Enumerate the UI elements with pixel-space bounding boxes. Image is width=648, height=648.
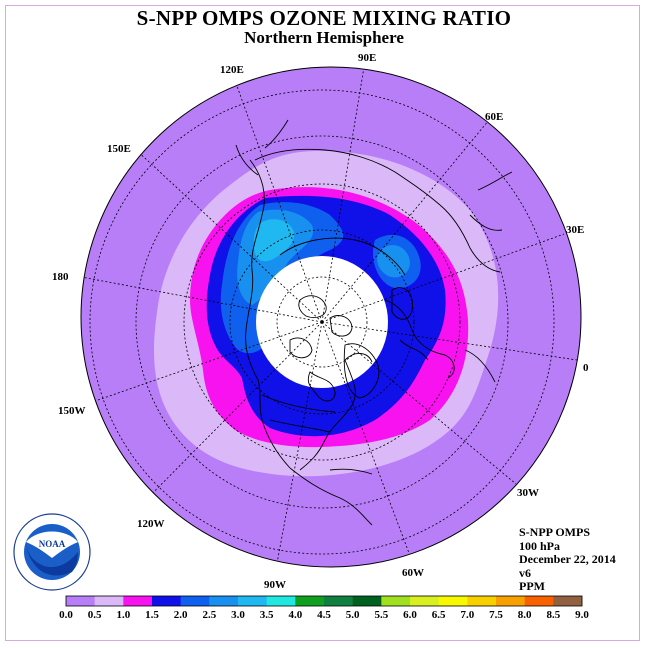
lon-label-150e: 150E [107, 143, 131, 155]
info-date: December 22, 2014 [519, 552, 616, 566]
lon-label-60w: 60W [402, 567, 424, 579]
colorbar-bin [553, 596, 583, 606]
colorbar-bin [467, 596, 497, 606]
longitude-grid [81, 67, 578, 567]
colorbar-bin [496, 596, 525, 606]
colorbar-tick-label: 3.5 [260, 609, 274, 621]
lon-label-30e: 30E [566, 224, 584, 236]
info-version: v6 [519, 565, 531, 580]
noaa-logo: NOAA [13, 513, 91, 591]
lon-label-90e: 90E [358, 52, 376, 64]
lon-label-90w: 90W [264, 579, 286, 591]
colorbar-bin [66, 596, 95, 606]
lon-label-150w: 150W [58, 405, 86, 417]
info-pressure: 100 hPa [519, 538, 561, 553]
lon-label-60e: 60E [485, 111, 503, 123]
figure-frame [5, 5, 640, 641]
colorbar-tick-label: 4.5 [317, 609, 331, 621]
colorbar-tick-label: 7.5 [489, 609, 503, 621]
colorbar-tick-label: 2.0 [174, 609, 188, 621]
ozone-contours [81, 67, 578, 567]
colorbar-bin [524, 596, 554, 606]
colorbar-bin [295, 596, 325, 606]
colorbar-bin [152, 596, 181, 606]
page-subtitle: Northern Hemisphere [244, 28, 404, 47]
colorbar-bin [266, 596, 296, 606]
colorbar-tick-label: 8.5 [546, 609, 560, 621]
globe-outline [80, 66, 582, 568]
noaa-logo-text: NOAA [39, 539, 66, 549]
colorbar: 0.0 0.5 1.0 1.5 2.0 2.5 3.0 3.5 4.0 4.5 5.0 5.5 6.0 6… [59, 595, 589, 621]
colorbar-tick-label: 1.0 [116, 609, 130, 621]
colorbar-bin [324, 596, 353, 606]
lon-label-0: 0 [583, 362, 589, 374]
colorbar-tick-label: 5.0 [346, 609, 360, 621]
colorbar-tick-label: 3.0 [231, 609, 245, 621]
colorbar-bin [94, 596, 124, 606]
info-block: S-NPP OMPS 100 hPa December 22, 2014 v6 … [519, 525, 616, 594]
latitude-grid [89, 89, 555, 555]
colorbar-tick-label: 9.0 [575, 609, 589, 621]
colorbar-outline [65, 595, 583, 607]
colorbar-tick-label: 0.5 [88, 609, 102, 621]
colorbar-tick-label: 6.0 [403, 609, 417, 621]
colorbar-bin [381, 596, 411, 606]
colorbar-tick-label: 8.0 [518, 609, 532, 621]
colorbar-bin [352, 596, 382, 606]
colorbar-bin [209, 596, 239, 606]
colorbar-tick-label: 7.0 [460, 609, 474, 621]
colorbar-tick-label: 1.5 [145, 609, 159, 621]
lon-label-30w: 30W [517, 487, 539, 499]
colorbar-tick-label: 2.5 [202, 609, 216, 621]
colorbar-tick-label: 4.0 [288, 609, 302, 621]
lon-label-180: 180 [52, 271, 69, 283]
longitude-labels: 0 30E 60E 90E 120E 150E 180 150W 120W 90… [52, 52, 589, 591]
info-instrument: S-NPP OMPS [519, 525, 590, 539]
info-units: PPM [519, 579, 545, 593]
lon-label-120e: 120E [220, 64, 244, 76]
colorbar-tick-label: 6.5 [432, 609, 446, 621]
colorbar-bin [123, 596, 153, 606]
lon-label-120w: 120W [137, 518, 165, 530]
page-title: S-NPP OMPS OZONE MIXING RATIO [136, 6, 512, 30]
coastlines [235, 119, 513, 526]
colorbar-bin [238, 596, 267, 606]
colorbar-tick-label: 0.0 [59, 609, 73, 621]
colorbar-bin [410, 596, 439, 606]
colorbar-bin [438, 596, 468, 606]
colorbar-bin [180, 596, 210, 606]
colorbar-tick-label: 5.5 [374, 609, 388, 621]
